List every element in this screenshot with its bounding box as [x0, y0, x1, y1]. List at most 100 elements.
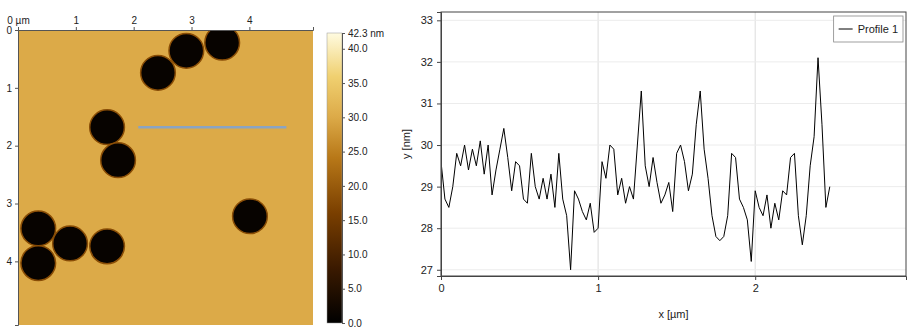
image-y-axis-tick: 1 — [6, 83, 18, 94]
x-axis-line — [442, 277, 907, 281]
x-axis-tick-label: 1 — [596, 282, 602, 294]
grid-line-y — [441, 269, 906, 270]
pit — [101, 143, 136, 178]
y-axis-tick-mark — [437, 187, 441, 188]
colorbar-axis-tick-label: 0.0 — [348, 318, 362, 329]
plot-frame — [441, 12, 906, 276]
grid-line-y — [441, 228, 906, 229]
colorbar-axis-tick-label: 25.0 — [348, 146, 368, 157]
y-axis-tick: 29 — [421, 181, 441, 193]
grid — [441, 12, 906, 276]
image-x-axis-tick-label: 1 — [74, 15, 80, 26]
y-axis-tick: 33 — [421, 14, 441, 26]
legend-label: Profile 1 — [858, 23, 898, 35]
grid-line-x — [755, 12, 756, 276]
pit — [90, 110, 125, 145]
pit — [90, 229, 125, 264]
y-axis-tick-mark — [437, 20, 441, 21]
y-axis-tick-label: 27 — [421, 264, 433, 276]
y-axis-tick-mark — [437, 270, 441, 271]
x-axis-tick: 0 — [438, 276, 444, 294]
image-x-axis-tick-label: 2 — [131, 15, 137, 26]
colorbar-axis-tick: 35.0 — [342, 78, 368, 89]
y-axis-line — [437, 13, 442, 277]
legend-swatch — [839, 29, 853, 30]
y-axis-tick: 30 — [421, 139, 441, 151]
pit — [53, 226, 88, 261]
colorbar-axis-tick-mark — [342, 220, 345, 221]
image-x-axis-tick-mark — [134, 27, 135, 30]
colorbar-axis-tick-label: 30.0 — [348, 112, 368, 123]
y-axis-tick-mark — [437, 62, 441, 63]
image-y-axis-tick-mark — [15, 204, 18, 205]
colorbar-axis-tick: 20.0 — [342, 181, 368, 192]
pit — [21, 246, 56, 281]
image-x-axis-tick-mark — [76, 27, 77, 30]
y-axis-tick: 32 — [421, 56, 441, 68]
x-axis-tick-label: 0 — [438, 282, 444, 294]
pit — [233, 199, 268, 234]
image-y-axis-tick-label: 4 — [6, 256, 12, 267]
colorbar-axis-tick-label: 15.0 — [348, 215, 368, 226]
y-axis-tick: 31 — [421, 97, 441, 109]
image-x-axis-tick-label: 4 — [247, 15, 253, 26]
colorbar — [327, 33, 342, 323]
colorbar-axis-tick: 10.0 — [342, 249, 368, 260]
x-axis-tick: 2 — [753, 276, 759, 294]
x-axis-tick-mark — [755, 276, 756, 280]
colorbar-axis-tick: 15.0 — [342, 215, 368, 226]
image-y-axis-tick-mark — [15, 88, 18, 89]
colorbar-axis-tick: 30.0 — [342, 112, 368, 123]
y-axis-title: y [nm] — [400, 129, 412, 159]
grid-line-y — [441, 61, 906, 62]
colorbar-axis-tick-label: 10.0 — [348, 249, 368, 260]
profile-line — [138, 126, 286, 129]
image-y-axis-tick-mark — [15, 146, 18, 147]
y-axis-tick: 27 — [421, 264, 441, 276]
colorbar-axis-tick: 5.0 — [342, 283, 362, 294]
colorbar-axis-tick-label: 40.0 — [348, 43, 368, 54]
y-axis: 27 28 29 30 31 32 33 — [421, 13, 442, 277]
image-x-axis-tick: 1 — [74, 15, 80, 30]
colorbar-axis-tick-mark — [342, 323, 345, 324]
colorbar-axis-tick-mark — [342, 83, 345, 84]
image-x-axis-tick-mark — [192, 27, 193, 30]
y-axis-tick: 28 — [421, 222, 441, 234]
profile-line — [441, 58, 830, 270]
y-axis-tick-label: 33 — [421, 14, 433, 26]
image-y-axis-tick-label: 2 — [6, 140, 12, 151]
colorbar-axis: 42.3 nm 40.0 35.0 30.0 25.0 20.0 15.0 10.0 5.0 0.… — [342, 28, 384, 329]
y-axis-tick-mark — [437, 145, 441, 146]
colorbar-axis-tick-mark — [342, 289, 345, 290]
pit — [21, 211, 56, 246]
image-y-axis-tick-label: 1 — [6, 83, 12, 94]
colorbar-axis-tick-label: 35.0 — [348, 78, 368, 89]
legend-box — [834, 16, 903, 42]
y-axis-tick-mark — [437, 228, 441, 229]
image-x-axis-tick: 3 — [189, 15, 195, 30]
y-axis-tick-label: 30 — [421, 139, 433, 151]
pit — [169, 33, 204, 68]
pit — [205, 30, 240, 60]
x-axis: 0 1 2 — [438, 276, 906, 294]
image-y-axis: 01234 — [6, 25, 18, 326]
x-axis-title: x [µm] — [658, 308, 688, 320]
image-y-axis-tick-label: 3 — [6, 198, 12, 209]
colorbar-axis-tick-label: 5.0 — [348, 283, 362, 294]
image-x-axis-tick: 4 — [247, 15, 253, 30]
colorbar-axis-tick-mark — [342, 152, 345, 153]
plot-lines — [441, 58, 830, 270]
x-axis-tick-label: 2 — [753, 282, 759, 294]
image-x-axis-line — [19, 27, 314, 31]
colorbar-axis-tick: 40.0 — [342, 43, 368, 54]
colorbar-axis-tick-mark — [342, 49, 345, 50]
colorbar-axis-tick: 0.0 — [342, 318, 362, 329]
y-axis-tick-label: 28 — [421, 222, 433, 234]
image-y-axis-tick: 2 — [6, 140, 18, 151]
colorbar-axis-tick-mark — [342, 117, 345, 118]
image-background — [18, 30, 313, 325]
colorbar-axis-tick-label: 42.3 nm — [348, 28, 384, 39]
image-y-axis-tick-mark — [15, 30, 18, 31]
y-axis-tick-label: 29 — [421, 181, 433, 193]
image-x-axis-tick: 2 — [131, 15, 137, 30]
